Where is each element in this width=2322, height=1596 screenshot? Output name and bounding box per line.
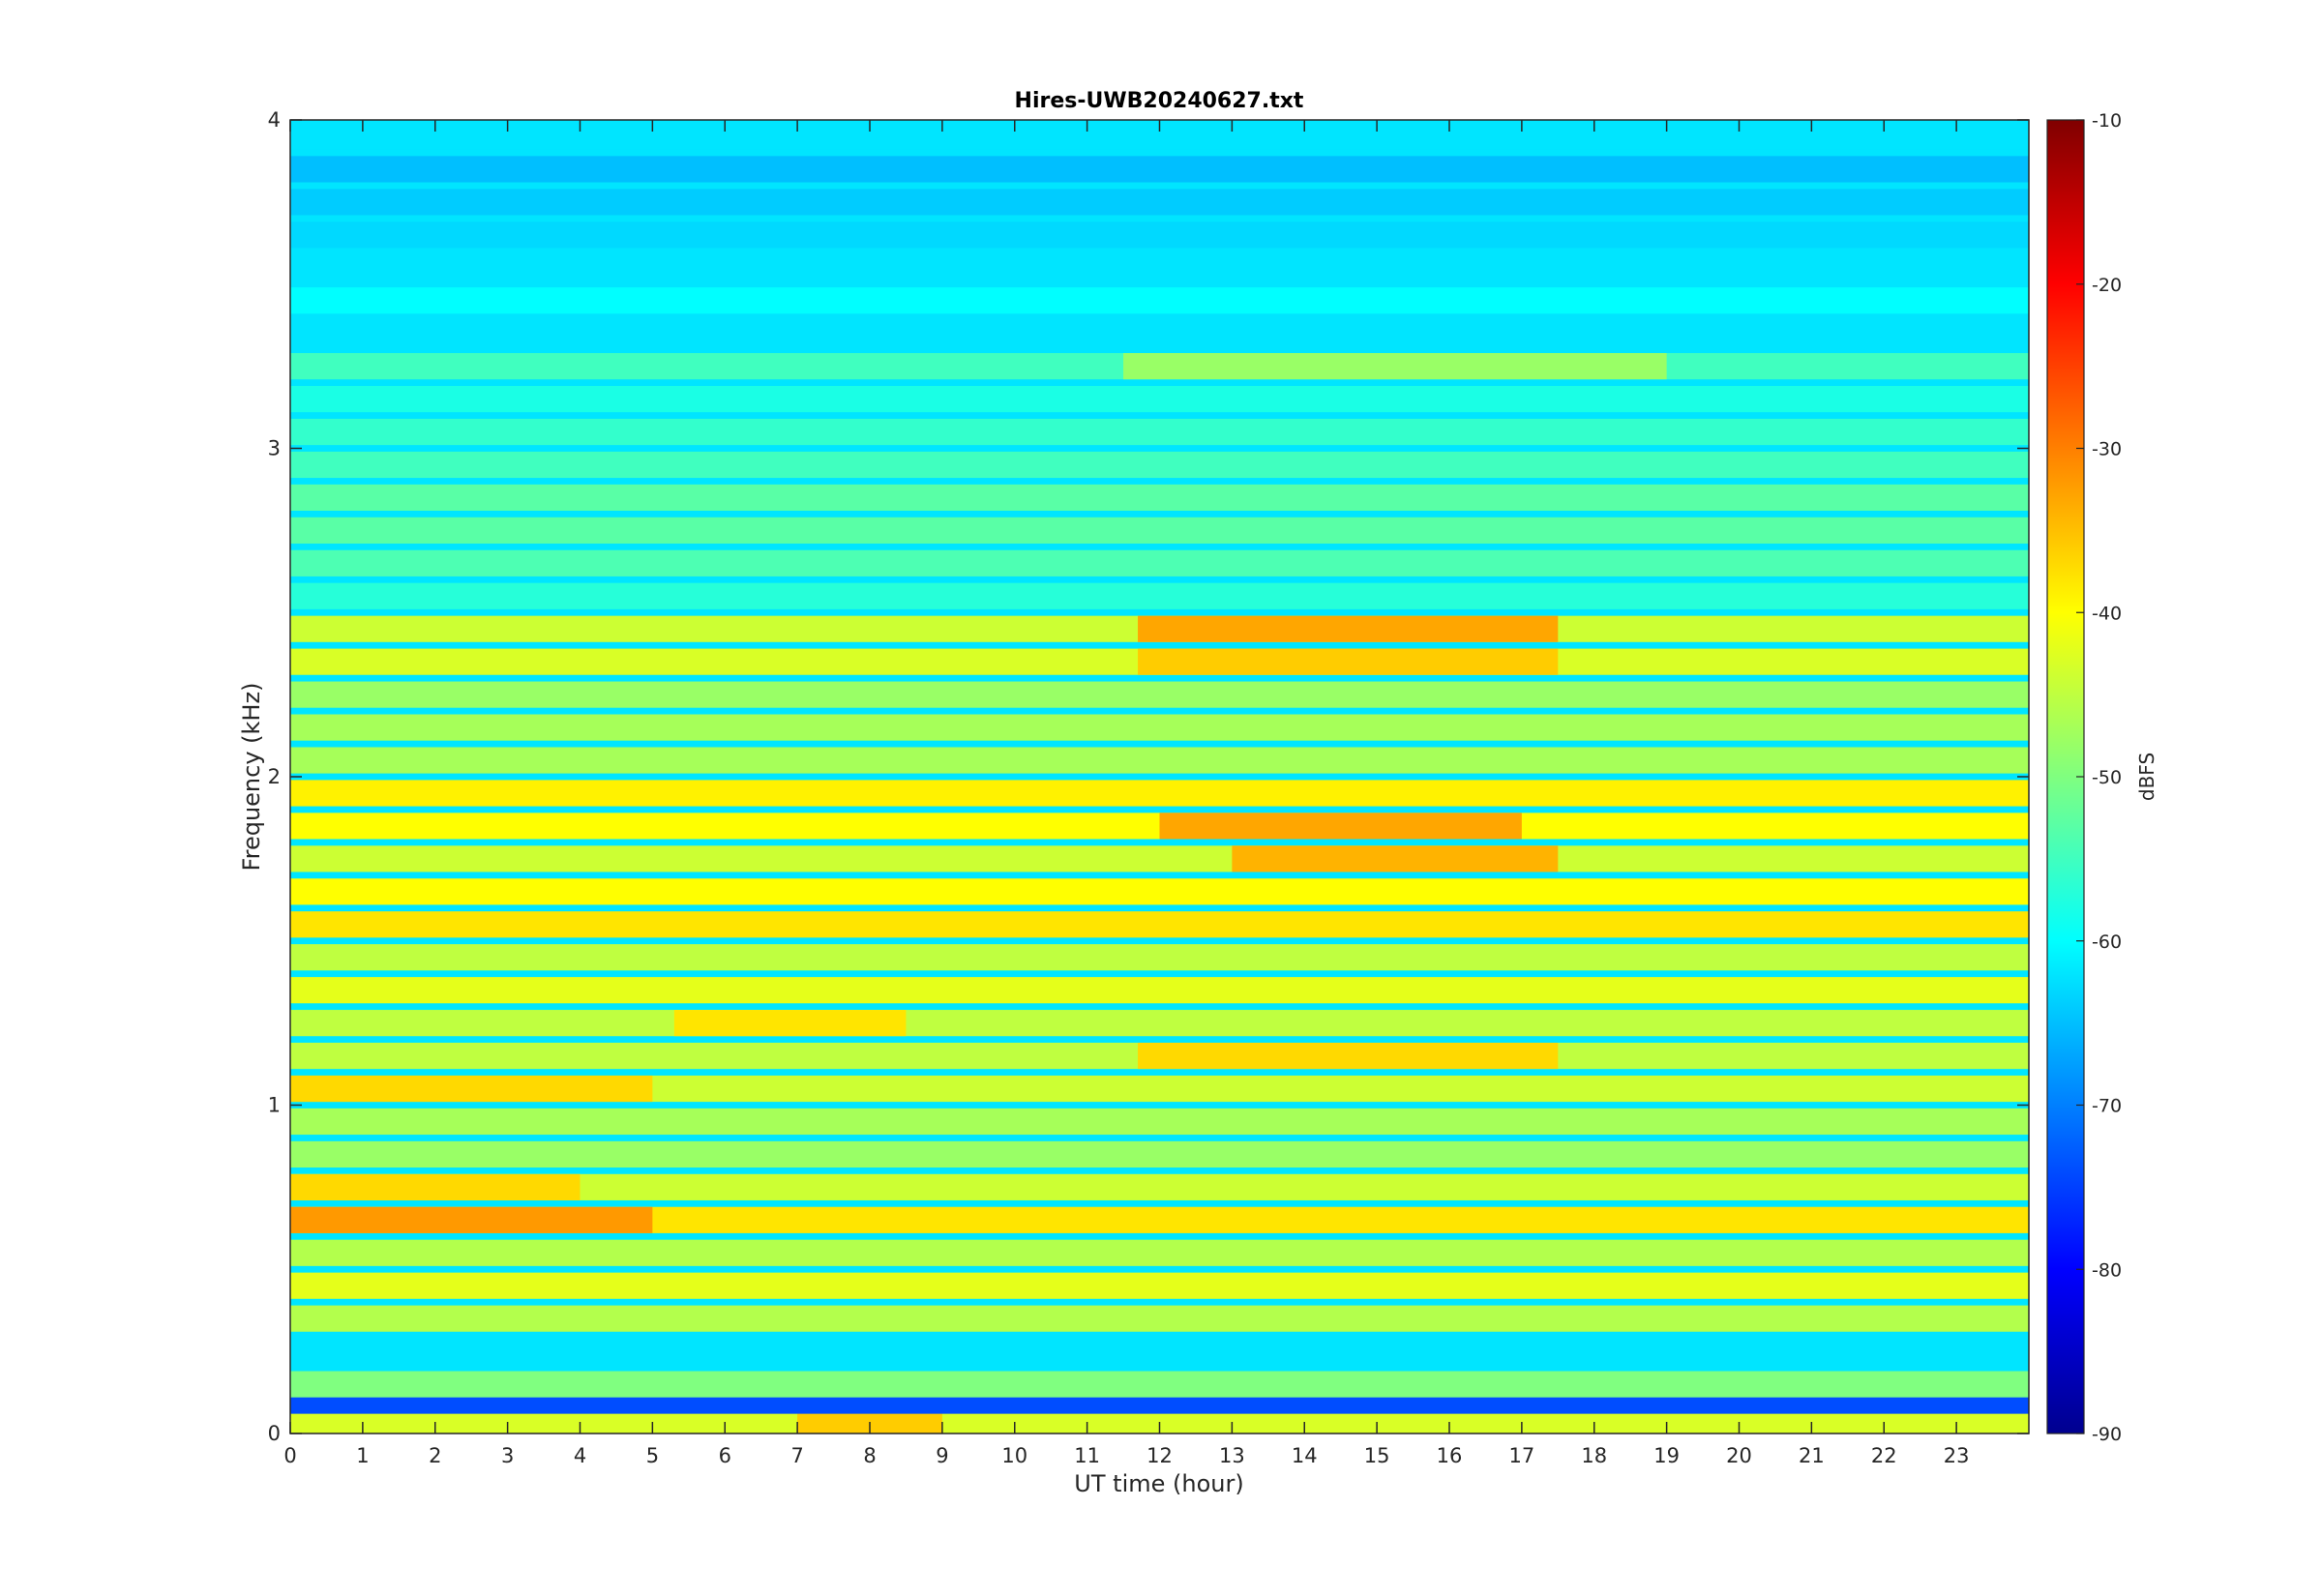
x-tick-label: 17 [1509, 1444, 1535, 1467]
heatmap-band [290, 189, 2029, 216]
y-tick-label: 1 [268, 1094, 281, 1117]
x-tick-label: 7 [790, 1444, 803, 1467]
colorbar-tick-label: -30 [2092, 439, 2122, 460]
colorbar-label: dBFS [2135, 753, 2158, 801]
heatmap-segment [1138, 648, 1559, 675]
x-tick-label: 19 [1653, 1444, 1680, 1467]
heatmap-background [290, 120, 2029, 1433]
y-axis-label: Frequency (kHz) [238, 683, 265, 872]
heatmap-band [290, 878, 2029, 905]
heatmap-band [290, 156, 2029, 183]
y-tick-label: 2 [268, 765, 281, 788]
x-axis-label: UT time (hour) [1074, 1470, 1243, 1497]
heatmap-band [290, 418, 2029, 446]
x-tick-label: 12 [1146, 1444, 1173, 1467]
heatmap-band [290, 517, 2029, 544]
x-tick-label: 15 [1364, 1444, 1390, 1467]
colorbar-ticks: -10 -20 -30 -40 -50 -60 -70 -80 -90 [2076, 110, 2122, 1445]
heatmap-band [290, 747, 2029, 774]
heatmap-band [290, 845, 2029, 872]
y-tick-label: 0 [268, 1422, 281, 1445]
heatmap-segment [290, 1075, 653, 1103]
y-axis: 0 1 2 3 4 [268, 108, 2029, 1445]
heatmap-segment [1138, 1042, 1559, 1070]
x-tick-label: 16 [1437, 1444, 1463, 1467]
heatmap-band [290, 320, 2029, 347]
x-tick-label: 2 [429, 1444, 441, 1467]
x-tick-label: 3 [501, 1444, 514, 1467]
heatmap-band [290, 254, 2029, 281]
chart-title: Hires-UWB20240627.txt [1015, 89, 1304, 113]
colorbar-tick-label: -50 [2092, 767, 2122, 788]
x-tick-label: 4 [574, 1444, 586, 1467]
y-tick-label: 3 [268, 437, 281, 460]
heatmap-band [290, 222, 2029, 249]
x-tick-label: 20 [1726, 1444, 1752, 1467]
heatmap-segment [1159, 813, 1522, 840]
x-tick-label: 14 [1292, 1444, 1318, 1467]
heatmap-segment [1138, 615, 1559, 642]
heatmap-band [290, 1305, 2029, 1332]
x-tick-label: 22 [1871, 1444, 1897, 1467]
x-tick-label: 1 [356, 1444, 369, 1467]
heatmap-band [290, 681, 2029, 708]
x-tick-label: 13 [1219, 1444, 1245, 1467]
heatmap-band [290, 385, 2029, 413]
heatmap-band [290, 714, 2029, 741]
heatmap-band [290, 1272, 2029, 1299]
x-axis: 0 1 2 3 4 5 6 7 8 9 10 11 12 13 14 15 16 17 18 19 20 21 22 23 [283, 120, 1969, 1467]
heatmap-band [290, 1239, 2029, 1266]
x-tick-label: 23 [1944, 1444, 1970, 1467]
colorbar-tick-label: -60 [2092, 931, 2122, 953]
heatmap-band [290, 1108, 2029, 1136]
heatmap-segment [673, 1010, 907, 1037]
colorbar-tick-label: -10 [2092, 110, 2122, 132]
colorbar-tick-label: -80 [2092, 1259, 2122, 1281]
heatmap-band [290, 944, 2029, 971]
x-tick-label: 0 [283, 1444, 296, 1467]
colorbar-tick-label: -20 [2092, 275, 2122, 296]
heatmap-segment [1123, 353, 1667, 380]
x-tick-label: 11 [1074, 1444, 1100, 1467]
heatmap-band [290, 780, 2029, 807]
heatmap-band [290, 451, 2029, 479]
heatmap-band [290, 911, 2029, 938]
heatmap-band [290, 1010, 2029, 1037]
y-tick-label: 4 [268, 108, 281, 132]
heatmap-band [290, 977, 2029, 1004]
heatmap-segment [290, 1206, 653, 1233]
heatmap-band [290, 1140, 2029, 1168]
x-tick-label: 5 [646, 1444, 659, 1467]
heatmap-segment [1232, 845, 1559, 872]
heatmap-band [290, 484, 2029, 512]
heatmap-band [290, 287, 2029, 314]
x-tick-label: 8 [863, 1444, 876, 1467]
heatmap-band [290, 582, 2029, 609]
colorbar-tick-label: -40 [2092, 603, 2122, 624]
x-tick-label: 10 [1001, 1444, 1027, 1467]
colorbar: -10 -20 -30 -40 -50 -60 -70 -80 -90 dBFS [2046, 110, 2158, 1445]
x-tick-label: 18 [1581, 1444, 1607, 1467]
x-tick-label: 21 [1799, 1444, 1825, 1467]
x-tick-label: 6 [719, 1444, 731, 1467]
heatmap-band [290, 549, 2029, 576]
heatmap-layer [290, 120, 2029, 1433]
colorbar-tick-label: -90 [2092, 1424, 2122, 1445]
x-tick-label: 9 [936, 1444, 948, 1467]
heatmap-segment [290, 1173, 580, 1200]
colorbar-tick-label: -70 [2092, 1096, 2122, 1117]
heatmap-band [290, 1371, 2029, 1398]
